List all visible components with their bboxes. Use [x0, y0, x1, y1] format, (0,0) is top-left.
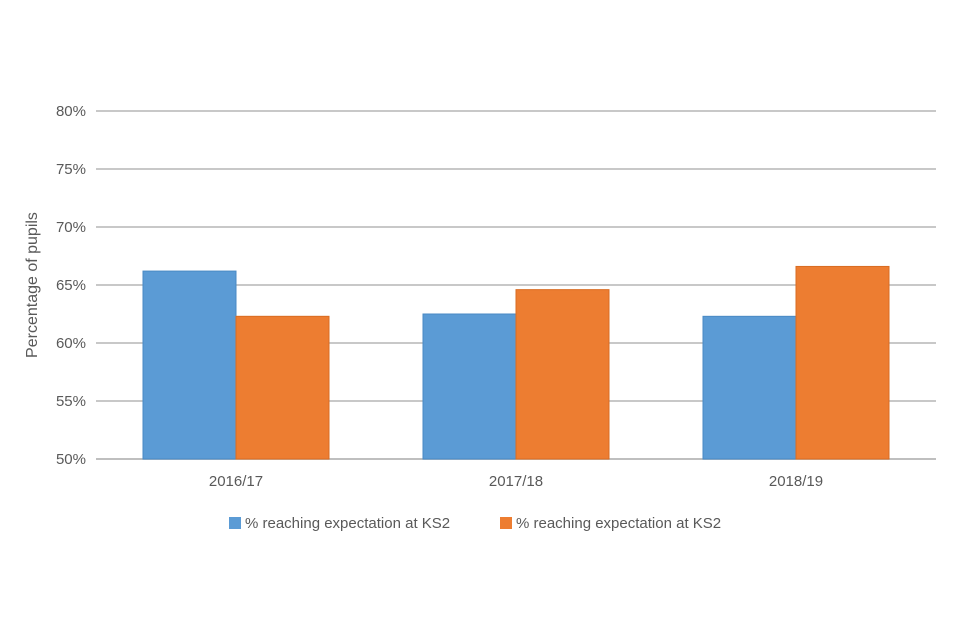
- y-tick-label: 70%: [56, 219, 86, 236]
- y-tick-label: 65%: [56, 277, 86, 294]
- x-axis-ticks: 2016/17 2017/18 2018/19: [209, 473, 823, 490]
- bar: [235, 315, 330, 460]
- bar: [795, 265, 890, 460]
- x-tick-label: 2018/19: [769, 473, 823, 490]
- y-tick-label: 80%: [56, 103, 86, 120]
- x-tick-label: 2017/18: [489, 473, 543, 490]
- y-axis-ticks: 50% 55% 60% 65% 70% 75% 80%: [56, 103, 86, 468]
- bar: [142, 270, 237, 460]
- bar: [515, 289, 610, 460]
- legend-swatch: [229, 517, 241, 529]
- x-tick-label: 2016/17: [209, 473, 263, 490]
- y-tick-label: 55%: [56, 393, 86, 410]
- bars: [142, 265, 890, 460]
- y-axis-title: Percentage of pupils: [24, 212, 41, 358]
- y-tick-label: 50%: [56, 451, 86, 468]
- y-tick-label: 60%: [56, 335, 86, 352]
- legend-swatch: [500, 517, 512, 529]
- legend-label: % reaching expectation at KS2: [516, 515, 721, 532]
- bar: [702, 315, 797, 460]
- y-tick-label: 75%: [56, 161, 86, 178]
- legend-label: % reaching expectation at KS2: [245, 515, 450, 532]
- bar: [422, 313, 517, 460]
- legend: % reaching expectation at KS2 % reaching …: [229, 515, 721, 532]
